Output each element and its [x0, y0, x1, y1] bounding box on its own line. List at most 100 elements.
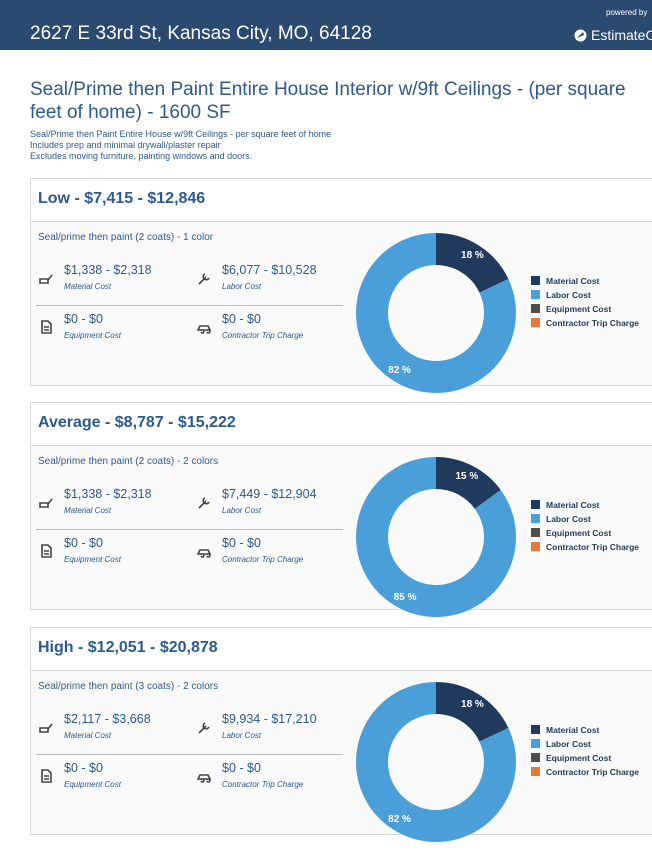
cost-label: Equipment Cost: [64, 780, 121, 789]
legend-swatch: [531, 276, 540, 285]
segment-label: 85 %: [394, 592, 417, 603]
legend-swatch: [531, 767, 540, 776]
legend-label: Labor Cost: [546, 739, 591, 749]
cost-label: Contractor Trip Charge: [222, 780, 304, 789]
legend-label: Contractor Trip Charge: [546, 542, 640, 552]
cost-range: $0 - $0: [222, 536, 261, 550]
icon-shape: [196, 774, 212, 783]
tier-heading: High - $12,051 - $20,878: [38, 639, 218, 656]
legend-label: Equipment Cost: [546, 304, 612, 314]
address: 2627 E 33rd St, Kansas City, MO, 64128: [30, 23, 372, 44]
donut-segment: [356, 682, 516, 842]
legend-label: Equipment Cost: [546, 753, 612, 763]
legend-label: Equipment Cost: [546, 528, 612, 538]
cost-label: Contractor Trip Charge: [222, 555, 304, 564]
cost-range: $6,077 - $10,528: [222, 263, 317, 277]
cost-label: Labor Cost: [222, 731, 262, 740]
donut-chart: 15 % 85 %: [356, 457, 516, 617]
tier-header: Low - $7,415 - $12,846: [31, 179, 652, 222]
cost-icon: [39, 498, 53, 508]
brand-logo: [574, 29, 587, 42]
cost-range: $2,117 - $3,668: [64, 712, 151, 726]
legend-swatch: [531, 753, 540, 762]
powered-by: powered by: [606, 8, 648, 17]
cost-icon: [41, 320, 52, 334]
cost-icon: [196, 774, 212, 783]
legend-swatch: [531, 542, 540, 551]
icon-shape: [41, 544, 52, 558]
cost-icon: [39, 723, 53, 733]
legend-swatch: [531, 528, 540, 537]
segment-label: 82 %: [388, 814, 411, 825]
page-title: Seal/Prime then Paint Entire House Inter…: [30, 79, 626, 123]
cost-label: Material Cost: [64, 282, 112, 291]
cost-icon: [198, 273, 210, 285]
cost-label: Equipment Cost: [64, 555, 121, 564]
cost-icon: [196, 549, 212, 558]
cost-range: $1,338 - $2,318: [64, 263, 152, 277]
tier-header: High - $12,051 - $20,878: [31, 628, 652, 671]
cost-icon: [39, 274, 53, 284]
cost-label: Labor Cost: [222, 282, 262, 291]
segment-label: 18 %: [461, 250, 484, 261]
donut-chart: 18 % 82 %: [356, 233, 516, 393]
legend-swatch: [531, 500, 540, 509]
icon-shape: [41, 769, 52, 783]
legend-swatch: [531, 304, 540, 313]
description-line: Seal/Prime then Paint Entire House w/9ft…: [30, 129, 332, 139]
cost-icon: [41, 769, 52, 783]
cost-label: Equipment Cost: [64, 331, 121, 340]
icon-shape: [39, 274, 53, 284]
legend-label: Material Cost: [546, 276, 600, 286]
cost-range: $0 - $0: [222, 312, 261, 326]
legend-swatch: [531, 318, 540, 327]
brand: EstimateON: [591, 27, 652, 43]
icon-shape: [196, 549, 212, 558]
divider: [36, 305, 343, 306]
segment-label: 15 %: [455, 471, 478, 482]
tier-card: Average - $8,787 - $15,222 Seal/prime the…: [30, 402, 652, 617]
donut-segment: [356, 457, 516, 617]
icon-shape: [198, 497, 210, 509]
tier-subtitle: Seal/prime then paint (2 coats) - 1 colo…: [38, 232, 214, 243]
icon-shape: [198, 273, 210, 285]
donut-segment: [356, 233, 516, 393]
cost-range: $0 - $0: [222, 761, 261, 775]
divider: [36, 754, 343, 755]
cost-range: $0 - $0: [64, 761, 103, 775]
legend-swatch: [531, 725, 540, 734]
cost-range: $0 - $0: [64, 536, 103, 550]
tier-subtitle: Seal/prime then paint (2 coats) - 2 colo…: [38, 456, 219, 467]
tier-card: High - $12,051 - $20,878 Seal/prime then …: [30, 627, 652, 842]
cost-range: $1,338 - $2,318: [64, 487, 152, 501]
legend-label: Contractor Trip Charge: [546, 767, 640, 777]
donut-segment: [436, 682, 509, 742]
tier-heading: Low - $7,415 - $12,846: [38, 190, 206, 207]
tier-heading: Average - $8,787 - $15,222: [38, 414, 236, 431]
legend-label: Labor Cost: [546, 514, 591, 524]
donut-segment: [436, 457, 501, 509]
cost-label: Material Cost: [64, 506, 112, 515]
icon-shape: [196, 325, 212, 334]
cost-icon: [41, 544, 52, 558]
cost-range: $0 - $0: [64, 312, 103, 326]
tier-card: Low - $7,415 - $12,846 Seal/prime then pa…: [30, 178, 652, 393]
cost-label: Contractor Trip Charge: [222, 331, 304, 340]
cost-icon: [196, 325, 212, 334]
description: Seal/Prime then Paint Entire House w/9ft…: [30, 129, 331, 162]
header-bar: 2627 E 33rd St, Kansas City, MO, 64128 p…: [0, 0, 652, 50]
description-line: Includes prep and minimal drywall/plaste…: [30, 140, 221, 150]
segment-label: 82 %: [388, 365, 411, 376]
icon-shape: [39, 723, 53, 733]
legend-swatch: [531, 290, 540, 299]
legend-label: Contractor Trip Charge: [546, 318, 640, 328]
legend-label: Labor Cost: [546, 290, 591, 300]
legend-label: Material Cost: [546, 500, 600, 510]
legend-label: Material Cost: [546, 725, 600, 735]
tier-subtitle: Seal/prime then paint (3 coats) - 2 colo…: [38, 681, 219, 692]
cost-icon: [198, 497, 210, 509]
legend-swatch: [531, 514, 540, 523]
legend-swatch: [531, 739, 540, 748]
icon-shape: [39, 498, 53, 508]
